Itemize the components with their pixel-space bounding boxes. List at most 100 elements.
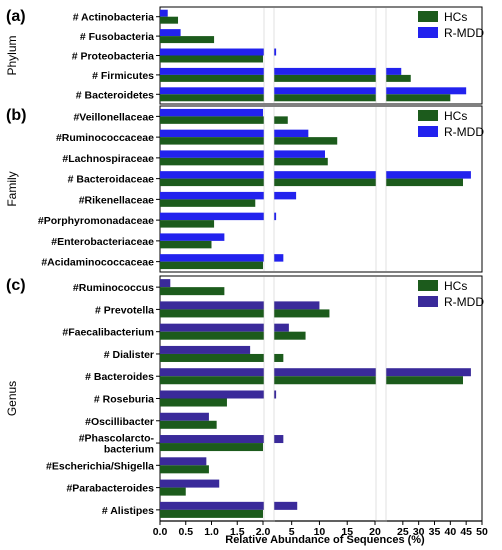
bar-rmdd [160,301,320,310]
category-label: # Bacteroidaceae [68,174,155,186]
bar-rmdd [160,479,220,488]
bar-rmdd [160,501,298,510]
axis-break [376,8,386,103]
category-label: #Phascolarcto-bacterium [79,433,155,456]
bar-rmdd [160,9,168,17]
bar-rmdd [160,29,181,37]
x-tick-label: 45 [460,526,472,538]
legend-label: HCs [444,279,467,293]
legend-swatch [418,280,438,291]
category-label-line: # Firmicutes [92,70,154,82]
axis-break [376,277,386,520]
x-tick-label: 50 [476,526,488,538]
category-label: #Escherichia/Shigella [46,460,154,472]
category-label-line: # Proteobacteria [72,51,154,63]
bar-rmdd [160,233,225,241]
category-label: # Fusobacteria [80,31,154,43]
bar-rmdd [160,67,402,75]
category-label: # Actinobacteria [73,12,154,24]
category-label-line: #Veillonellaceae [73,111,154,123]
bar-hcs [160,376,463,385]
legend-label: HCs [444,10,467,24]
category-label: # Firmicutes [92,70,154,82]
legend-swatch [418,11,438,22]
x-tick-label: 2.0 [256,526,271,538]
legend-swatch [418,296,438,307]
category-label: #Porphyromonadaceae [38,215,154,227]
panel-frame [159,105,483,273]
legend-label: R-MDD [444,295,484,309]
bar-hcs [160,509,263,518]
category-label-line: # Bacteroidetes [76,89,154,101]
bar-rmdd [160,150,325,158]
category-label: #Ruminococcus [73,282,154,294]
bar-rmdd [160,412,209,421]
bar-hcs [160,240,212,249]
bar-hcs [160,36,215,44]
category-label-line: # Dialister [104,349,154,361]
bar-rmdd [160,279,171,288]
panel-label: (a) [6,8,26,25]
category-label-line: # Bacteroides [85,371,154,383]
category-label-line: #Acidaminococcaceae [41,257,154,269]
bar-rmdd [160,390,277,399]
category-label: #Enterobacteriaceae [51,236,154,248]
x-tick-label: 35 [429,526,441,538]
category-label-line: #Faecalibacterium [62,327,154,339]
bar-hcs [160,199,256,207]
bar-rmdd [160,108,263,117]
category-label-line: bacterium [104,444,154,456]
bar-hcs [160,137,338,145]
x-tick-label: 15 [341,526,353,538]
panel-label: (c) [6,277,26,294]
category-label: # Roseburia [94,394,154,406]
y-axis-title: Family [5,171,19,206]
category-label: #Lachnospiraceae [62,153,154,165]
x-tick-label: 30 [413,526,425,538]
y-axis-title: Phylum [5,35,19,75]
axis-break [264,277,274,520]
category-label: #Veillonellaceae [73,111,154,123]
category-label: # Bacteroides [85,371,154,383]
category-label: #Oscillibacter [85,416,154,428]
category-label-line: # Bacteroidaceae [68,174,155,186]
legend-swatch [418,126,438,137]
bar-hcs [160,420,217,429]
x-tick-label: 1.0 [204,526,219,538]
x-tick-label: 0.5 [178,526,193,538]
category-label: # Bacteroidetes [76,89,154,101]
category-label-line: # Fusobacteria [80,31,154,43]
panels: (a) Phylum # Actinobacteria # Fusobacteria #… [5,6,484,522]
x-axis-title: Relative Abundance of Sequences (%) [225,534,425,546]
category-label-line: #Rikenellaceae [79,194,154,206]
bar-hcs [160,309,330,318]
category-label-line: # Alistipes [102,505,154,517]
x-tick-label: 20 [369,526,381,538]
category-label: # Dialister [104,349,154,361]
legend-swatch [418,110,438,121]
x-tick-label: 10 [314,526,326,538]
category-label: #Acidaminococcaceae [41,257,154,269]
category-label-line: #Phascolarcto- [79,433,155,445]
bar-hcs [160,465,209,474]
legend-label: HCs [444,109,467,123]
axis-break [264,8,274,103]
category-label-line: #Enterobacteriaceae [51,236,154,248]
y-axis-title: Genus [5,381,19,416]
bar-hcs [160,94,451,102]
bar-hcs [160,55,263,63]
bar-hcs [160,157,328,166]
bar-rmdd [160,345,251,354]
category-label-line: #Escherichia/Shigella [46,460,154,472]
category-label: #Parabacteroides [66,483,154,495]
bar-rmdd [160,191,297,200]
category-label-line: # Actinobacteria [73,12,154,24]
x-axis: 0.0 0.5 1.0 1.5 2.0 5 10 15 20 25 30 35 40 45 50 [153,520,488,538]
bar-rmdd [160,87,467,95]
bar-hcs [160,116,288,124]
panel-family: (b) Family #Veillonellaceae #Ruminococcacea… [5,105,484,273]
bar-hcs [160,398,227,407]
axis-break [264,107,274,271]
bar-hcs [160,487,186,496]
category-label: #Rikenellaceae [79,194,154,206]
